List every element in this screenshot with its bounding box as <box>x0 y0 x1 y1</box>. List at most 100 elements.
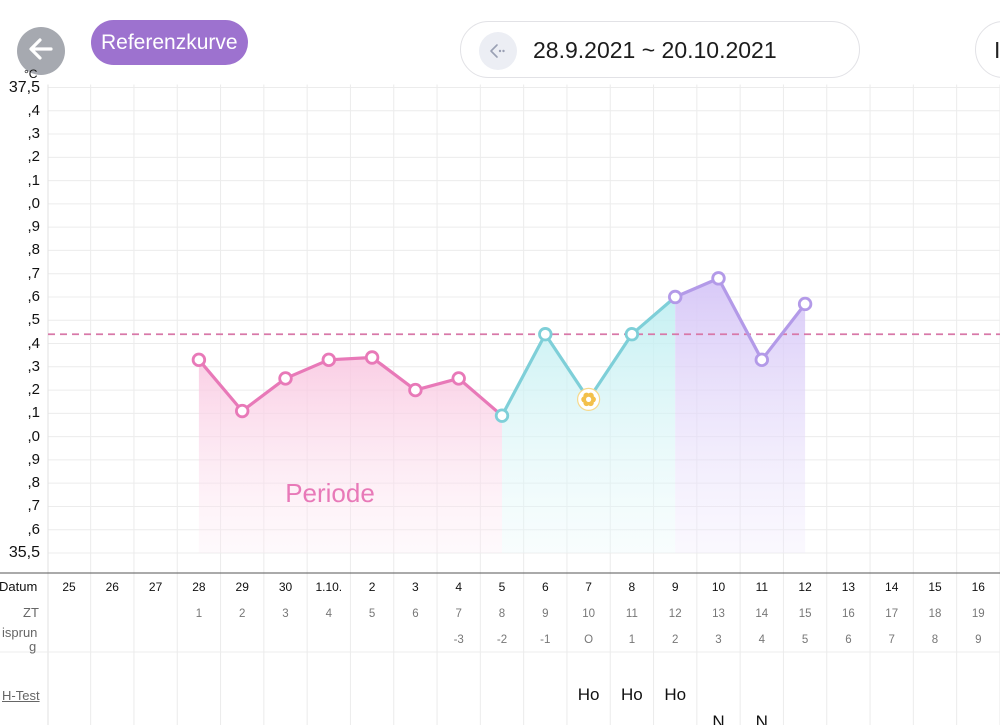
series-line-period <box>197 355 504 418</box>
cycle-day-label: 5 <box>369 608 375 620</box>
data-point <box>278 371 293 386</box>
date-tick-label: 30 <box>279 580 293 594</box>
y-tick-label: ,4 <box>27 334 40 352</box>
cycle-day-label: 13 <box>712 608 725 620</box>
cycle-day-label: 12 <box>669 608 682 620</box>
data-point <box>797 296 813 312</box>
date-tick-label: 1.10. <box>315 580 342 594</box>
temp-shift-label: 3 <box>715 634 721 646</box>
data-point <box>624 327 640 342</box>
date-tick-label: 16 <box>972 580 986 594</box>
lh-test-value: Ho <box>621 685 643 704</box>
y-tick-label: ,2 <box>27 148 40 166</box>
reference-curve-button[interactable]: Referenzkurve <box>91 20 248 65</box>
temp-shift-label: -1 <box>540 634 550 646</box>
area-fertile <box>502 296 676 553</box>
cycle-day-label: 2 <box>239 608 245 620</box>
y-tick-label: ,1 <box>27 171 40 189</box>
y-tick-label: ,9 <box>27 450 40 468</box>
date-tick-label: 28 <box>192 580 206 594</box>
data-point <box>668 289 683 305</box>
y-tick-label: ,6 <box>27 520 40 538</box>
date-tick-label: 2 <box>369 580 376 594</box>
y-tick-label: ,8 <box>27 241 40 259</box>
date-range-selector[interactable]: 28.9.2021 ~ 20.10.2021 <box>460 21 860 78</box>
cycle-day-label: 14 <box>755 608 768 620</box>
data-point <box>321 352 337 368</box>
date-tick-label: 3 <box>412 580 419 594</box>
back-button[interactable] <box>17 27 65 75</box>
reference-curve-label: Referenzkurve <box>101 30 238 54</box>
lh-test-value: Ho <box>578 685 600 704</box>
lh-test-row-label[interactable]: H-Test <box>2 688 40 703</box>
flower-center <box>586 396 592 402</box>
y-tick-label: ,5 <box>27 311 40 329</box>
data-point <box>234 403 250 419</box>
cycle-day-label: 15 <box>799 608 812 620</box>
cycle-day-label: 3 <box>282 608 288 620</box>
y-tick-label: ,3 <box>27 357 40 375</box>
y-tick-label: ,1 <box>27 404 40 422</box>
date-tick-label: 7 <box>585 580 592 594</box>
data-point <box>754 352 770 368</box>
temp-shift-label: 7 <box>888 634 894 646</box>
series-line-luteal <box>673 276 807 362</box>
secondary-header-button-label: I <box>994 37 1000 63</box>
cycle-day-label: 10 <box>582 608 595 620</box>
data-points <box>191 271 813 423</box>
temp-shift-label: 2 <box>672 634 678 646</box>
lh-test-value: N <box>756 712 768 725</box>
y-tick-label: 35,5 <box>8 544 40 561</box>
ovulation-marker-icon <box>576 387 601 411</box>
phase-areas <box>198 278 806 553</box>
temp-shift-label: 4 <box>759 634 766 646</box>
date-tick-label: 10 <box>712 580 726 594</box>
cycle-day-label: 18 <box>929 608 942 620</box>
date-row-label: Datum <box>0 579 38 594</box>
lh-test-value: Ho <box>664 685 686 704</box>
cycle-day-label: 16 <box>842 608 855 620</box>
temp-shift-label: -2 <box>497 634 507 646</box>
data-point <box>494 408 510 423</box>
y-tick-label: ,0 <box>27 427 40 445</box>
data-point <box>538 327 553 342</box>
cycle-day-label: 7 <box>455 608 461 620</box>
cycle-day-label: 4 <box>326 608 333 620</box>
chart-grid <box>0 84 1000 725</box>
date-tick-label: 8 <box>629 580 636 594</box>
y-tick-label: ,0 <box>27 194 40 212</box>
y-tick-label: ,6 <box>27 287 40 305</box>
y-tick-label: ,7 <box>27 497 40 515</box>
date-tick-label: 15 <box>928 580 942 594</box>
y-tick-label: ,4 <box>27 101 40 119</box>
y-axis-unit: °C <box>24 67 38 81</box>
cycle-day-label: 8 <box>499 608 505 620</box>
temp-shift-label: 6 <box>845 634 851 646</box>
date-tick-label: 14 <box>885 580 899 594</box>
date-tick-label: 4 <box>455 580 462 594</box>
y-tick-label: ,2 <box>27 381 40 399</box>
y-tick-label: ,9 <box>27 218 40 236</box>
data-point <box>711 271 726 286</box>
y-tick-label: ,8 <box>27 474 40 492</box>
cycle-day-label: 9 <box>542 608 548 620</box>
temp-shift-label: 9 <box>975 634 981 646</box>
date-range-text: 28.9.2021 ~ 20.10.2021 <box>533 37 777 63</box>
bottom-rows: 25 26 27 2812923031.10.4253647-358-269-1710… <box>62 580 985 725</box>
temp-shift-label: 1 <box>629 634 635 646</box>
y-tick-label: ,7 <box>27 264 40 282</box>
date-tick-label: 27 <box>149 580 163 594</box>
cycle-day-row-label: ZT <box>23 605 39 620</box>
data-point <box>408 382 423 398</box>
date-tick-label: 13 <box>842 580 856 594</box>
area-period <box>198 357 502 553</box>
y-tick-label: ,3 <box>27 125 40 143</box>
temp-shift-row-label-2: g <box>29 639 37 654</box>
date-tick-label: 26 <box>106 580 120 594</box>
date-tick-label: 6 <box>542 580 549 594</box>
phase-label-periode: Periode <box>285 478 375 508</box>
arrow-left-icon <box>27 35 55 68</box>
range-arrow-icon <box>479 32 517 70</box>
data-point <box>191 352 207 368</box>
